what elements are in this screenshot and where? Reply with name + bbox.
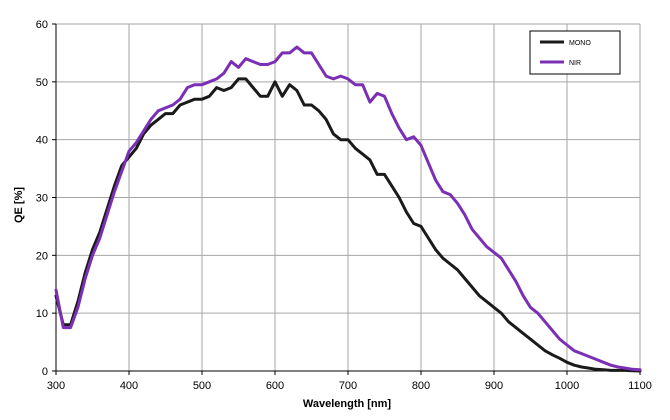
x-axis-title: Wavelength [nm] [303, 398, 392, 410]
axes [52, 23, 641, 375]
x-tick-label-500: 500 [193, 380, 211, 392]
legend: MONO NIR [529, 30, 621, 75]
legend-box [529, 30, 621, 75]
y-tick-label-50: 50 [36, 77, 48, 89]
x-tick-label-1000: 1000 [555, 380, 579, 392]
y-tick-label-20: 20 [36, 250, 48, 262]
legend-label-nir: NIR [569, 60, 581, 67]
y-tick-label-60: 60 [36, 19, 48, 31]
x-tick-label-1100: 1100 [628, 380, 652, 392]
series-line-nir [54, 45, 642, 372]
x-tick-label-400: 400 [120, 380, 138, 392]
y-tick-label-40: 40 [36, 135, 48, 147]
x-tick-label-600: 600 [266, 380, 284, 392]
y-tick-label-30: 30 [36, 193, 48, 205]
series-line-mono [54, 77, 642, 373]
x-tick-label-300: 300 [47, 380, 65, 392]
y-tick-label-10: 10 [36, 308, 48, 320]
grid-lines [56, 23, 641, 371]
x-tick-label-700: 700 [339, 380, 357, 392]
series-lines [54, 45, 642, 373]
y-tick-label-0: 0 [42, 366, 48, 378]
y-axis-title: QE [%] [13, 187, 25, 223]
tick-labels: 300 400 500 600 700 800 900 1000 1100 0 10 20 30 40 50… [36, 19, 652, 392]
x-tick-label-900: 900 [485, 380, 503, 392]
x-tick-label-800: 800 [412, 380, 430, 392]
legend-label-mono: MONO [569, 40, 591, 47]
